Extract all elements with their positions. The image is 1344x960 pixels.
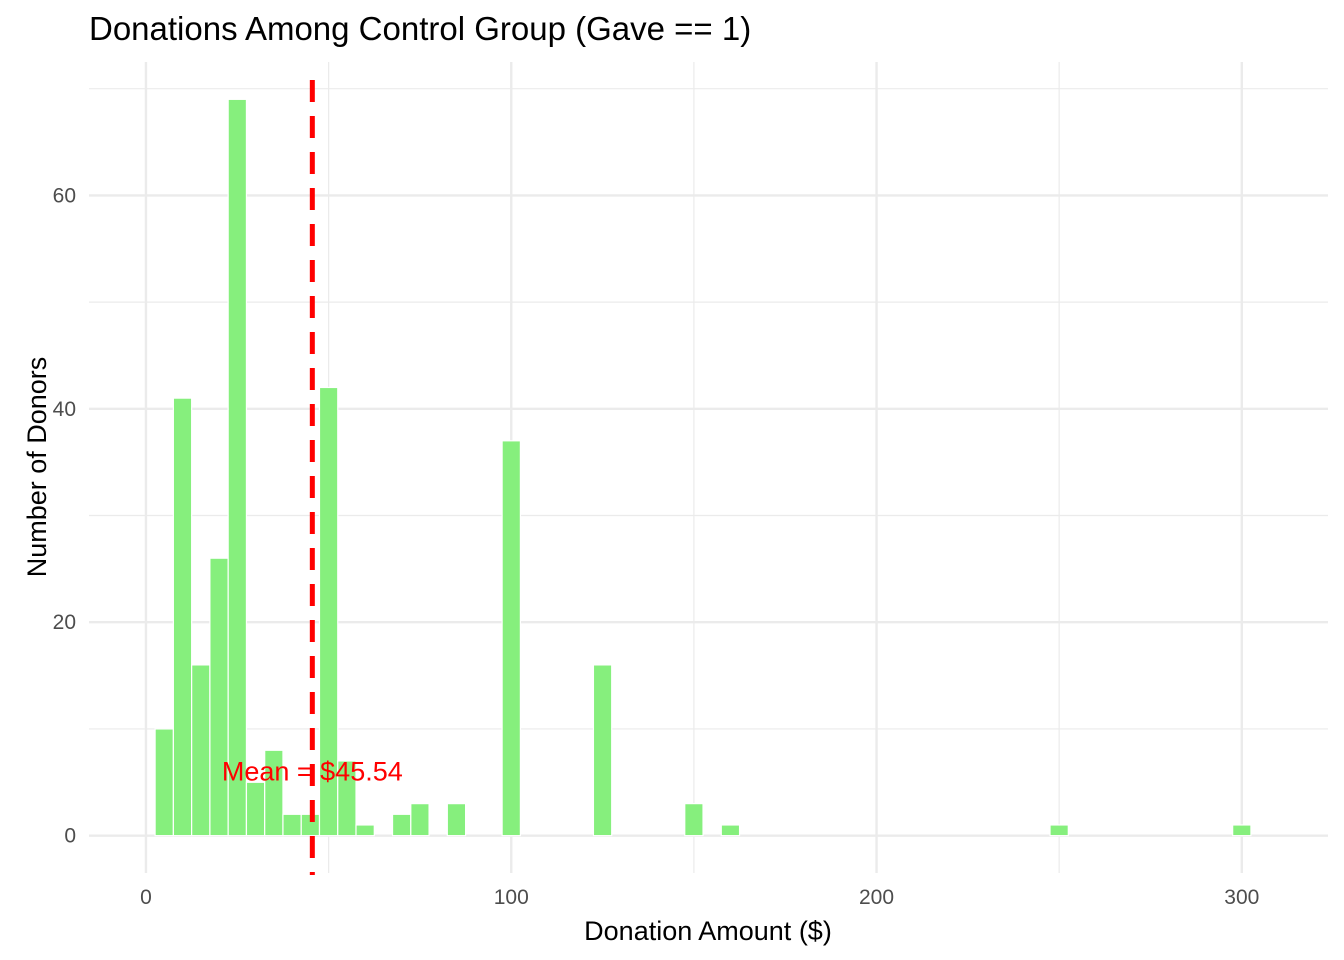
x-tick-label: 100 <box>494 886 529 909</box>
histogram-bar <box>501 440 521 837</box>
histogram-bar <box>191 664 211 837</box>
histogram-bar <box>172 397 193 837</box>
histogram-bar <box>209 557 229 837</box>
histogram-bar <box>1232 824 1252 837</box>
bars-layer <box>154 98 1252 837</box>
mean-label: Mean = $45.54 <box>222 757 403 787</box>
minor-gridlines <box>89 62 1328 873</box>
histogram-bar <box>355 824 375 837</box>
histogram-bar <box>227 98 248 837</box>
x-axis-title: Donation Amount ($) <box>584 916 832 946</box>
histogram-bar <box>282 813 302 837</box>
histogram-bar <box>318 386 339 837</box>
histogram-bar <box>245 781 266 837</box>
y-tick-labels: 0 20 40 60 <box>53 184 76 847</box>
histogram-bar <box>154 728 174 837</box>
histogram-bar <box>684 803 704 837</box>
histogram-bar <box>592 664 613 837</box>
x-tick-label: 200 <box>859 886 894 909</box>
histogram-bar <box>391 813 412 837</box>
chart-title: Donations Among Control Group (Gave == 1… <box>89 10 751 47</box>
histogram-bar <box>410 803 430 837</box>
histogram-bar <box>446 803 467 837</box>
histogram-bar <box>337 760 357 837</box>
y-axis-title: Number of Donors <box>22 357 52 578</box>
y-tick-label: 40 <box>53 398 76 421</box>
x-tick-labels: 0 100 200 300 <box>140 886 1259 909</box>
y-tick-label: 0 <box>64 825 76 848</box>
x-tick-label: 300 <box>1224 886 1259 909</box>
y-tick-label: 60 <box>53 184 76 207</box>
histogram-bar <box>264 749 284 837</box>
x-tick-label: 0 <box>140 886 152 909</box>
histogram-bar <box>1049 824 1069 837</box>
histogram-bar <box>720 824 741 837</box>
y-tick-label: 20 <box>53 611 76 634</box>
mean-layer: Mean = $45.54 <box>222 80 403 875</box>
